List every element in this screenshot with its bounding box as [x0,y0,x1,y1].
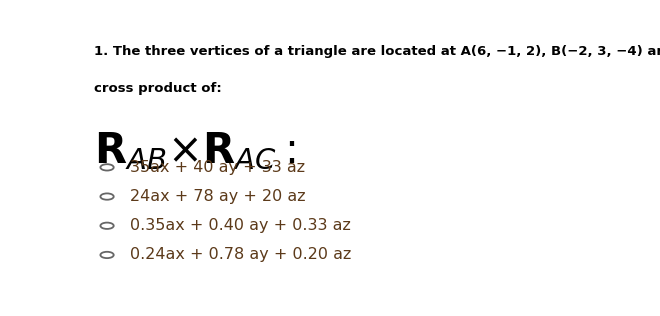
Text: 35ax + 40 ay + 33 az: 35ax + 40 ay + 33 az [130,160,305,175]
Text: 0.35ax + 0.40 ay + 0.33 az: 0.35ax + 0.40 ay + 0.33 az [130,218,351,233]
Text: 0.24ax + 0.78 ay + 0.20 az: 0.24ax + 0.78 ay + 0.20 az [130,247,351,263]
Text: 24ax + 78 ay + 20 az: 24ax + 78 ay + 20 az [130,189,306,204]
Text: $\mathbf{R}_{\mathit{AB}}$$\times$$\mathbf{R}_{\mathit{AC}}$$:$: $\mathbf{R}_{\mathit{AB}}$$\times$$\math… [94,131,295,173]
Text: 1. The three vertices of a triangle are located at A(6, −1, 2), B(−2, 3, −4) and: 1. The three vertices of a triangle are … [94,45,660,58]
Text: cross product of:: cross product of: [94,82,222,95]
